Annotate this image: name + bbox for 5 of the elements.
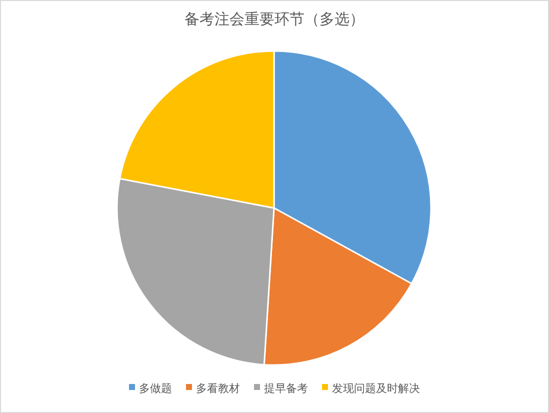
legend-label: 多看教材	[196, 382, 240, 395]
legend-label: 提早备考	[264, 382, 308, 395]
legend-label: 多做题	[139, 382, 172, 395]
legend-label: 发现问题及时解决	[332, 382, 420, 395]
chart-title: 备考注会重要环节（多选）	[184, 10, 364, 28]
